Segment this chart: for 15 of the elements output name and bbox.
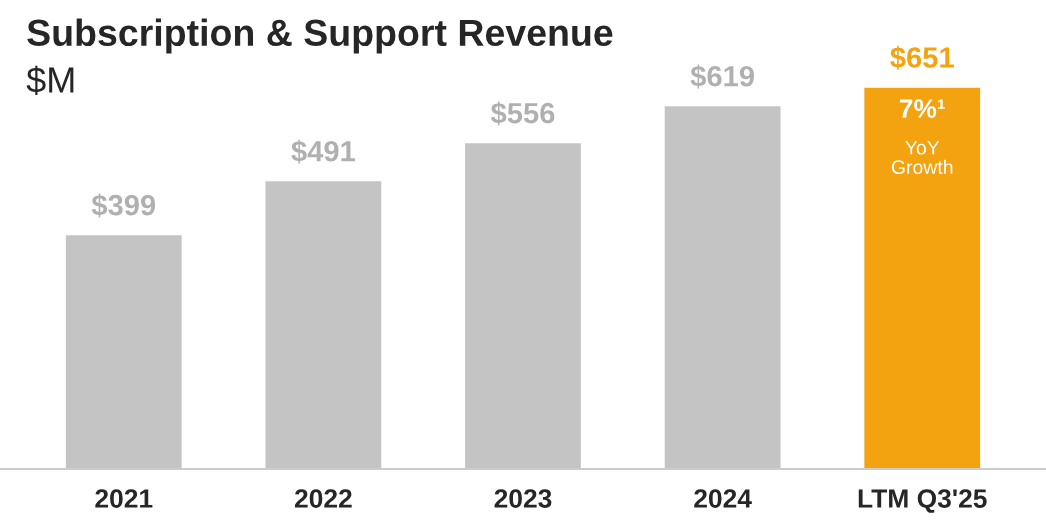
data-label: $399 <box>91 193 156 218</box>
bar <box>864 87 981 470</box>
chart-subtitle: $M <box>26 65 74 95</box>
x-tick-label: 2022 <box>294 489 352 508</box>
annotation: YoY Growth <box>891 140 953 175</box>
data-label: $651 <box>890 45 954 70</box>
x-tick-label: 2024 <box>694 489 752 508</box>
data-label: $491 <box>291 139 356 164</box>
x-tick-label: LTM Q3'25 <box>858 489 987 513</box>
x-tick-label: 2021 <box>95 489 153 508</box>
data-label: $619 <box>690 64 754 89</box>
annotation: 7%¹ <box>899 99 945 118</box>
data-label: $556 <box>490 101 555 126</box>
chart-title: Subscription & Support Revenue <box>27 18 613 54</box>
x-tick-label: 2023 <box>494 489 552 508</box>
